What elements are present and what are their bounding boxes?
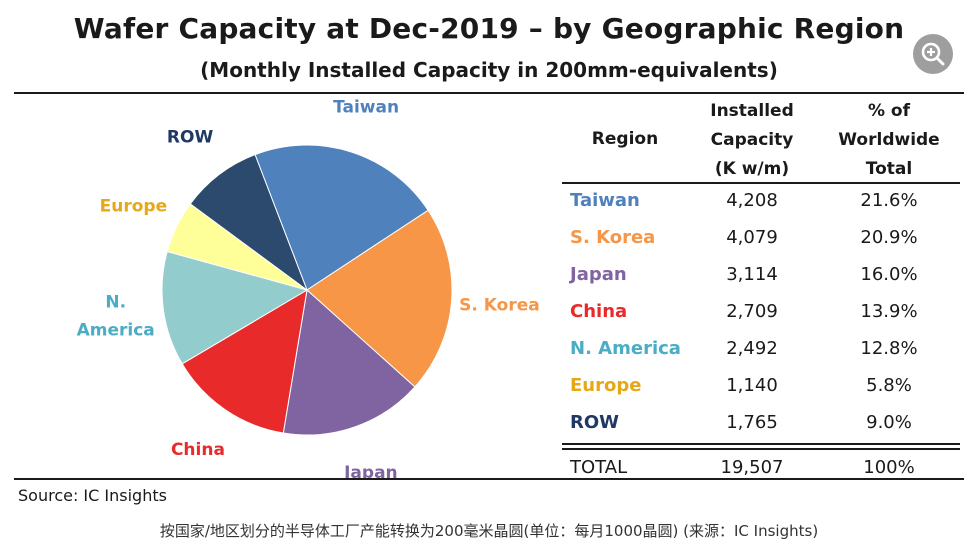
header-capacity: Installed Capacity (K w/m) xyxy=(702,97,802,184)
capacity-table: Region Installed Capacity (K w/m) % of W… xyxy=(562,95,960,486)
region-cell: Japan xyxy=(570,264,627,285)
title-divider xyxy=(14,92,964,94)
total-percent: 100% xyxy=(863,457,915,478)
region-cell: S. Korea xyxy=(570,227,656,248)
table-body: Taiwan 4,208 21.6% S. Korea 4,079 20.9% Japan 3… xyxy=(562,183,960,442)
region-cell: Taiwan xyxy=(570,190,640,211)
header-percent-line3: Total xyxy=(865,159,913,179)
header-capacity-line2: Capacity xyxy=(710,130,794,150)
pie-chart: Taiwan S. Korea Japan China N. America Europe R… xyxy=(77,97,540,480)
percent-cell: 5.8% xyxy=(866,375,912,396)
pie-label: Europe xyxy=(100,197,167,217)
table-row: ROW 1,765 9.0% xyxy=(562,405,960,442)
header-percent-line1: % of xyxy=(867,101,911,121)
pie-label: S. Korea xyxy=(459,295,540,315)
header-region: Region xyxy=(591,129,659,149)
total-label: TOTAL xyxy=(570,457,628,478)
header-capacity-line3: (K w/m) xyxy=(714,159,790,179)
table-row: N. America 2,492 12.8% xyxy=(562,331,960,368)
percent-cell: 13.9% xyxy=(860,301,918,322)
table-row: Taiwan 4,208 21.6% xyxy=(562,183,960,220)
image-caption: 按国家/地区划分的半导体工厂产能转换为200毫米晶圆(单位：每月1000晶圆) … xyxy=(159,522,819,540)
pie-slice xyxy=(189,153,309,292)
header-capacity-line1: Installed xyxy=(710,101,794,121)
capacity-cell: 4,208 xyxy=(726,190,778,211)
pie-slice xyxy=(181,289,308,434)
capacity-cell: 1,140 xyxy=(726,375,778,396)
table-row: Japan 3,114 16.0% xyxy=(562,257,960,294)
figure: Wafer Capacity at Dec-2019 – by Geograph… xyxy=(14,0,964,512)
total-rule-2 xyxy=(562,448,960,450)
percent-cell: 9.0% xyxy=(866,412,912,433)
bottom-divider xyxy=(14,478,964,480)
total-rule-1 xyxy=(562,443,960,445)
capacity-cell: 3,114 xyxy=(726,264,778,285)
pie-label: China xyxy=(171,440,225,460)
table-total-row: TOTAL 19,507 100% xyxy=(562,450,960,486)
total-capacity: 19,507 xyxy=(720,457,784,478)
zoom-in-icon xyxy=(921,42,945,66)
capacity-cell: 4,079 xyxy=(726,227,778,248)
pie-slice xyxy=(161,250,309,365)
chart-subtitle: (Monthly Installed Capacity in 200mm-equ… xyxy=(200,58,778,82)
pie-slice xyxy=(254,144,429,291)
pie-label: ROW xyxy=(167,127,214,147)
pie-label: Taiwan xyxy=(333,97,399,117)
source-note: Source: IC Insights xyxy=(18,486,167,505)
chart-title: Wafer Capacity at Dec-2019 – by Geograph… xyxy=(73,12,905,45)
percent-cell: 20.9% xyxy=(860,227,918,248)
header-percent-line2: Worldwide xyxy=(838,130,940,150)
capacity-cell: 2,492 xyxy=(726,338,778,359)
capacity-cell: 1,765 xyxy=(726,412,778,433)
capacity-cell: 2,709 xyxy=(726,301,778,322)
pie-slice xyxy=(306,209,453,388)
table-row: China 2,709 13.9% xyxy=(562,294,960,331)
zoom-button[interactable] xyxy=(913,34,953,74)
region-cell: Europe xyxy=(570,375,642,396)
pie-label: N. America xyxy=(77,293,155,341)
pie-label: Japan xyxy=(343,463,398,480)
header-rule xyxy=(562,182,960,184)
region-cell: ROW xyxy=(570,412,620,433)
table-row: Europe 1,140 5.8% xyxy=(562,368,960,405)
header-percent: % of Worldwide Total xyxy=(824,97,954,184)
total-separator xyxy=(562,442,960,450)
region-cell: N. America xyxy=(570,338,681,359)
percent-cell: 16.0% xyxy=(860,264,918,285)
table-header: Region Installed Capacity (K w/m) % of W… xyxy=(562,95,960,184)
table-row: S. Korea 4,079 20.9% xyxy=(562,220,960,257)
pie-slice xyxy=(282,289,416,436)
region-cell: China xyxy=(570,301,628,322)
percent-cell: 21.6% xyxy=(860,190,918,211)
percent-cell: 12.8% xyxy=(860,338,918,359)
